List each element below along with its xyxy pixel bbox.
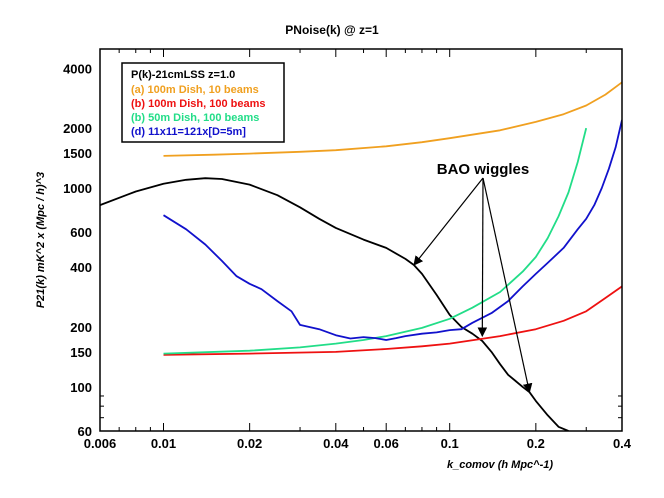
y-tick-label: 60 xyxy=(78,424,92,439)
ticks-layer xyxy=(99,49,623,432)
bao-arrow-0 xyxy=(413,177,484,266)
series-line-3 xyxy=(163,127,588,355)
series-line-4 xyxy=(163,119,622,341)
legend-title: P(k)-21cmLSS z=1.0 xyxy=(131,69,235,81)
x-tick-label: 0.006 xyxy=(84,436,117,451)
x-tick-label: 0.04 xyxy=(323,436,349,451)
chart-title: PNoise(k) @ z=1 xyxy=(285,23,379,37)
legend-entry-d-11x11-array: (d) 11x11=121x[D=5m] xyxy=(131,126,246,138)
plot-frame xyxy=(99,48,623,432)
y-tick-label: 2000 xyxy=(63,121,92,136)
legend-entry-b-50m-100-beams: (b) 50m Dish, 100 beams xyxy=(131,112,259,124)
legend: P(k)-21cmLSS z=1.0 (a) 100m Dish, 10 bea… xyxy=(121,62,285,143)
legend-entry-a-100m-10-beams: (a) 100m Dish, 10 beams xyxy=(131,84,259,96)
series-line-1 xyxy=(163,81,622,157)
x-tick-label: 0.01 xyxy=(151,436,176,451)
y-tick-label: 400 xyxy=(70,260,92,275)
x-axis-label: k_comov (h Mpc^-1) xyxy=(447,459,553,471)
x-tick-label: 0.2 xyxy=(527,436,545,451)
x-tick-label: 0.02 xyxy=(237,436,262,451)
bao-arrow-1 xyxy=(477,177,488,338)
series-line-2 xyxy=(163,285,622,356)
x-tick-label: 0.06 xyxy=(374,436,399,451)
x-tick-label: 0.4 xyxy=(613,436,632,451)
y-tick-label: 1000 xyxy=(63,181,92,196)
bao-arrow-2 xyxy=(482,177,533,394)
legend-entry-b-100m-100-beams: (b) 100m Dish, 100 beams xyxy=(131,98,266,110)
tick-labels-layer: 0.006 0.01 0.02 0.04 0.06 0.1 0.2 0.4 60 100 150 20… xyxy=(63,61,632,451)
series-line-0 xyxy=(100,177,569,431)
bao-wiggles-annotation: BAO wiggles xyxy=(437,161,530,178)
legend-box xyxy=(121,62,285,143)
annotation-layer: BAO wiggles xyxy=(413,161,533,394)
y-tick-label: 4000 xyxy=(63,61,92,76)
x-tick-label: 0.1 xyxy=(441,436,459,451)
series-layer xyxy=(100,81,622,431)
y-tick-label: 100 xyxy=(70,380,92,395)
y-tick-label: 200 xyxy=(70,320,92,335)
y-axis-label: P21(k) mK^2 x (Mpc / h)^3 xyxy=(35,172,47,308)
y-tick-label: 150 xyxy=(70,345,92,360)
y-tick-label: 1500 xyxy=(63,146,92,161)
y-tick-label: 600 xyxy=(70,225,92,240)
